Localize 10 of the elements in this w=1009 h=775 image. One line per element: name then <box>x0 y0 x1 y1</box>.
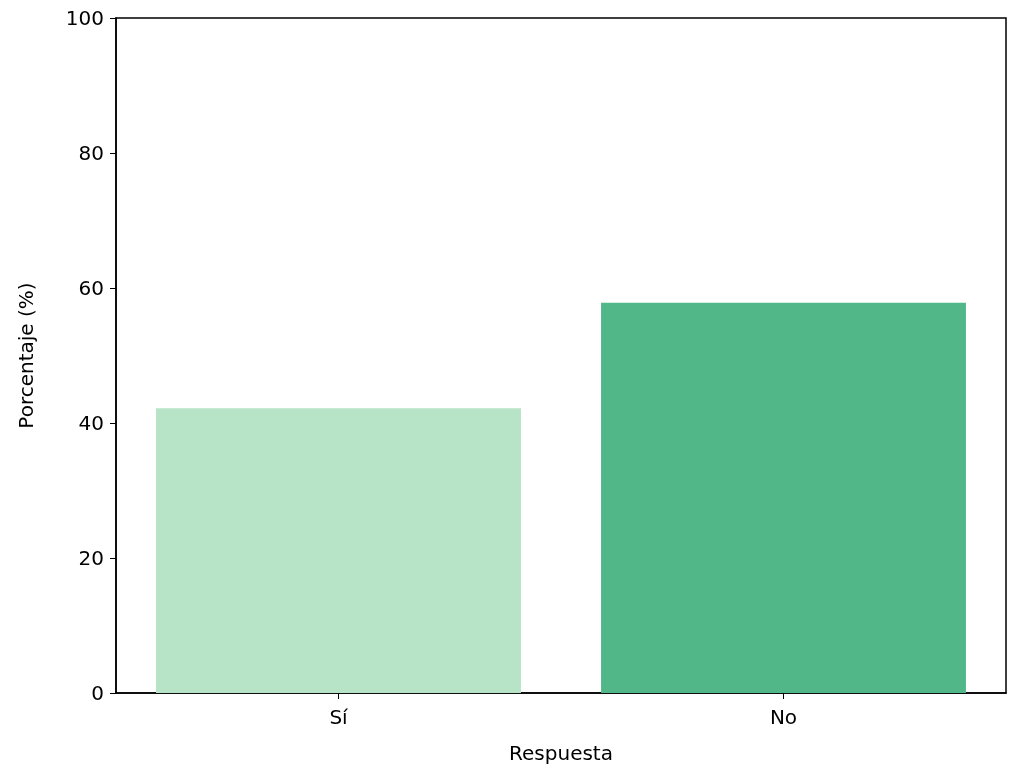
y-axis-title: Porcentaje (%) <box>14 282 38 429</box>
x-axis-title: Respuesta <box>509 741 613 765</box>
x-tick-label: Sí <box>329 705 350 729</box>
y-tick-label: 0 <box>91 681 104 705</box>
x-tick-label: No <box>769 705 798 729</box>
y-tick-label: 40 <box>78 411 104 435</box>
y-tick-label: 100 <box>65 6 104 30</box>
y-tick-label: 60 <box>78 276 104 300</box>
y-tick-label: 20 <box>78 546 104 570</box>
y-tick-label: 80 <box>78 141 104 165</box>
